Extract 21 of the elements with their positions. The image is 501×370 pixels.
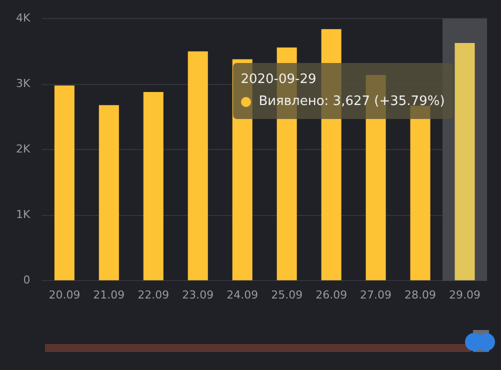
y-tick-label: 4K <box>16 11 31 24</box>
x-tick-label: 25.09 <box>271 288 303 302</box>
x-tick-label: 21.09 <box>93 288 125 302</box>
y-tick-label: 0 <box>23 274 30 287</box>
x-tick-label: 24.09 <box>226 288 258 302</box>
annotation: Виявлено: 3,627 (+35.79%) <box>258 93 445 112</box>
y-tick-label: 3K <box>16 77 31 90</box>
x-tick-label: 20.09 <box>48 288 80 302</box>
y-tick-label: 2K <box>16 142 31 156</box>
x-tick-label: 29.09 <box>449 288 481 302</box>
x-tick-label: 27.09 <box>360 288 392 302</box>
bar <box>188 51 208 280</box>
x-tick-label: 23.09 <box>182 288 214 302</box>
bar <box>54 85 74 280</box>
x-tick-label: 22.09 <box>138 288 170 302</box>
x-tick-label: 28.09 <box>404 288 436 302</box>
bar <box>98 105 119 280</box>
annotation: 2020-09-29 <box>240 71 318 90</box>
x-tick-label: 26.09 <box>316 288 348 302</box>
bar <box>143 92 164 280</box>
y-tick-label: 1K <box>16 208 31 222</box>
